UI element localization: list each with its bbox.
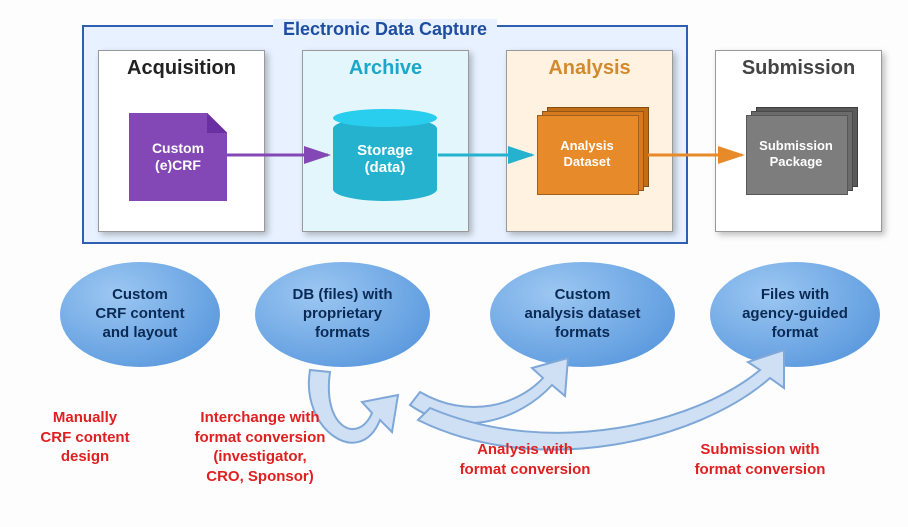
stage-acquisition: Acquisition Custom (e)CRF [98, 50, 265, 232]
ellipse-agency-format-text: Files with agency-guided format [742, 286, 848, 342]
submission-package-label: Submission Package [746, 115, 846, 193]
ellipse-db-files-text: DB (files) with proprietary formats [293, 286, 393, 342]
edc-title: Electronic Data Capture [273, 19, 497, 40]
stage-submission: Submission Submission Package [715, 50, 882, 232]
stage-acquisition-label: Acquisition [99, 51, 264, 80]
red-label-interchange: Interchange with format conversion (inve… [160, 408, 360, 486]
red-label-manual-design: Manually CRF content design [10, 408, 160, 467]
crf-document-icon: Custom (e)CRF [129, 113, 227, 201]
analysis-dataset-label: Analysis Dataset [537, 115, 637, 193]
analysis-dataset-icon: Analysis Dataset [537, 115, 637, 193]
ellipse-crf-content: Custom CRF content and layout [60, 262, 220, 367]
ellipse-agency-format: Files with agency-guided format [710, 262, 880, 367]
stage-submission-label: Submission [716, 51, 881, 80]
storage-label: Storage (data) [357, 142, 413, 176]
red-label-analysis-conversion: Analysis with format conversion [425, 440, 625, 479]
ellipse-db-files: DB (files) with proprietary formats [255, 262, 430, 367]
crf-document-label: Custom (e)CRF [152, 140, 204, 174]
submission-package-icon: Submission Package [746, 115, 846, 193]
stage-analysis: Analysis Analysis Dataset [506, 50, 673, 232]
ellipse-analysis-formats-text: Custom analysis dataset formats [525, 286, 641, 342]
red-label-submission-conversion: Submission with format conversion [655, 440, 865, 479]
stage-archive-label: Archive [303, 51, 468, 80]
ellipse-crf-content-text: Custom CRF content and layout [95, 286, 184, 342]
stage-archive: Archive Storage (data) [302, 50, 469, 232]
storage-cylinder-icon: Storage (data) [333, 117, 437, 201]
ellipse-analysis-formats: Custom analysis dataset formats [490, 262, 675, 367]
stage-analysis-label: Analysis [507, 51, 672, 80]
